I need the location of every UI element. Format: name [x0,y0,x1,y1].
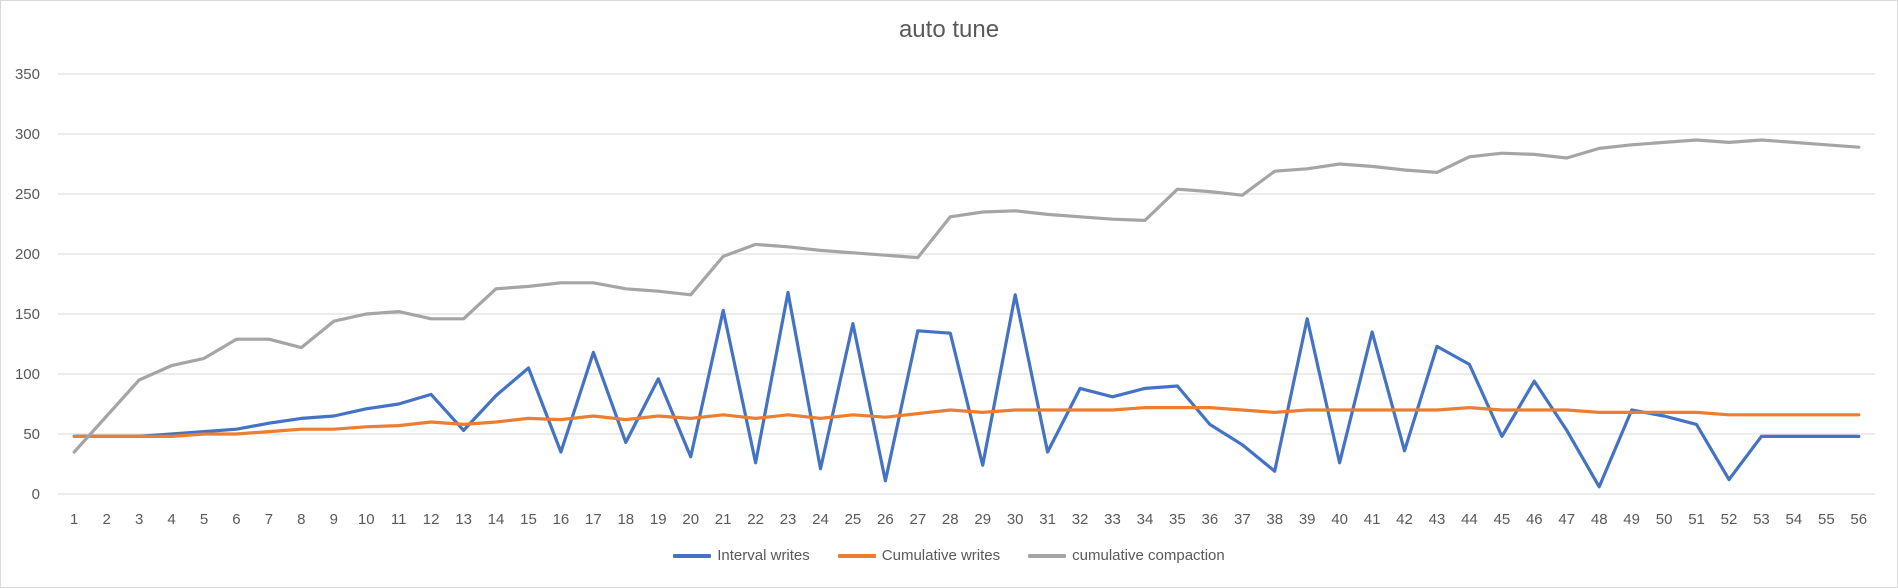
x-tick-label: 47 [1558,511,1575,528]
chart-title: auto tune [898,16,1000,43]
legend-swatch [1028,553,1067,558]
x-tick-label: 13 [455,511,472,528]
y-tick-label: 100 [15,366,40,383]
x-tick-label: 54 [1786,511,1803,528]
x-tick-label: 12 [423,511,440,528]
x-tick-label: 53 [1753,511,1770,528]
legend-item-cumulative-writes: Cumulative writes [837,547,1001,564]
x-tick-label: 33 [1104,511,1121,528]
x-tick-label: 44 [1461,511,1478,528]
x-tick-label: 30 [1007,511,1024,528]
series-line-interval-writes [72,290,1861,489]
x-tick-label: 51 [1688,511,1705,528]
x-tick-label: 49 [1623,511,1640,528]
x-tick-label: 39 [1299,511,1316,528]
x-tick-label: 8 [297,511,305,528]
legend-swatch [673,553,712,558]
series-line-cumulative-compaction [72,138,1861,454]
x-tick-label: 40 [1331,511,1348,528]
y-tick-label: 300 [15,126,40,143]
x-tick-label: 5 [200,511,208,528]
series-line-cumulative-writes [72,406,1861,438]
x-tick-label: 37 [1234,511,1251,528]
x-tick-label: 2 [102,511,110,528]
x-tick-label: 31 [1039,511,1056,528]
y-tick-label: 150 [15,306,40,323]
x-tick-label: 16 [553,511,570,528]
x-tick-label: 3 [135,511,143,528]
y-tick-label: 50 [23,426,40,443]
x-tick-label: 36 [1202,511,1219,528]
y-tick-label: 200 [15,246,40,263]
legend-item-cumulative-compaction: cumulative compaction [1028,547,1225,564]
x-tick-label: 10 [358,511,375,528]
x-tick-label: 4 [167,511,175,528]
x-tick-label: 6 [232,511,240,528]
x-tick-label: 48 [1591,511,1608,528]
x-tick-label: 28 [942,511,959,528]
y-tick-label: 250 [15,186,40,203]
x-tick-label: 52 [1721,511,1738,528]
x-tick-label: 15 [520,511,537,528]
x-tick-label: 50 [1656,511,1673,528]
x-tick-label: 42 [1396,511,1413,528]
x-tick-label: 1 [70,511,78,528]
x-tick-label: 17 [585,511,602,528]
x-tick-label: 24 [812,511,829,528]
x-tick-label: 55 [1818,511,1835,528]
x-tick-label: 38 [1266,511,1283,528]
x-tick-label: 45 [1494,511,1511,528]
x-tick-label: 56 [1850,511,1867,528]
x-tick-label: 29 [974,511,991,528]
x-tick-label: 43 [1429,511,1446,528]
x-tick-label: 14 [488,511,505,528]
x-tick-label: 32 [1072,511,1089,528]
x-tick-label: 18 [617,511,634,528]
x-tick-label: 27 [909,511,926,528]
x-tick-label: 26 [877,511,894,528]
legend-label: cumulative compaction [1072,547,1225,564]
y-tick-label: 350 [15,66,40,83]
x-tick-label: 21 [715,511,732,528]
x-tick-label: 20 [682,511,699,528]
x-tick-label: 9 [330,511,338,528]
x-tick-label: 35 [1169,511,1186,528]
x-tick-label: 7 [265,511,273,528]
legend-swatch [837,553,876,558]
x-tick-label: 41 [1364,511,1381,528]
x-tick-label: 25 [845,511,862,528]
legend-label: Interval writes [717,547,810,564]
legend: Interval writes Cumulative writes cumulati… [0,547,1898,564]
x-tick-label: 22 [747,511,764,528]
legend-item-interval-writes: Interval writes [673,547,810,564]
x-tick-label: 46 [1526,511,1543,528]
x-tick-label: 11 [391,511,407,528]
x-tick-label: 19 [650,511,667,528]
legend-label: Cumulative writes [881,547,1001,564]
x-tick-label: 23 [780,511,797,528]
y-tick-label: 0 [32,486,40,503]
x-tick-label: 34 [1137,511,1154,528]
